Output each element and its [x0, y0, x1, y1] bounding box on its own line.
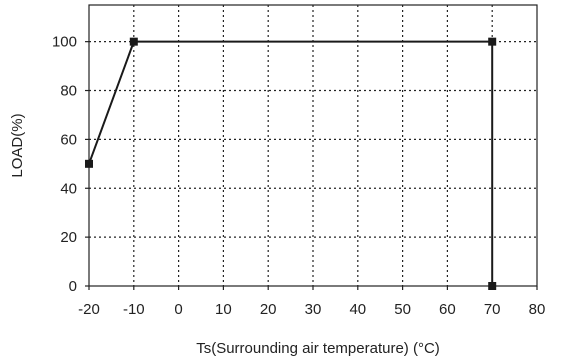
tick-labels: -20 -10 0 10 20 30 40 50 60 70 80 0 20 40 60 80 100 — [52, 34, 545, 318]
y-tick-label: 80 — [60, 83, 77, 100]
series — [85, 37, 497, 290]
x-tick-label: 30 — [305, 301, 322, 318]
data-point-marker — [488, 37, 497, 46]
y-tick-label: 0 — [69, 278, 77, 295]
x-axis-title: Ts(Surrounding air temperature) (°C) — [196, 340, 440, 357]
x-tick-label: 80 — [529, 301, 546, 318]
y-tick-label: 40 — [60, 180, 77, 197]
x-tick-label: 50 — [394, 301, 411, 318]
x-tick-label: 20 — [260, 301, 277, 318]
y-tick-label: 100 — [52, 34, 77, 51]
x-tick-label: 40 — [349, 301, 366, 318]
x-tick-label: -20 — [78, 301, 100, 318]
data-point-marker — [129, 37, 138, 46]
y-tick-label: 20 — [60, 229, 77, 246]
data-point-marker — [85, 159, 93, 168]
x-tick-label: 60 — [439, 301, 456, 318]
y-tick-label: 60 — [60, 131, 77, 148]
x-tick-label: 0 — [174, 301, 182, 318]
grid — [89, 5, 537, 286]
series-line — [88, 40, 494, 286]
x-tick-label: -10 — [123, 301, 145, 318]
x-tick-label: 10 — [215, 301, 232, 318]
axis-ticks — [85, 41, 538, 290]
x-tick-label: 70 — [484, 301, 501, 318]
data-point-marker — [488, 282, 497, 290]
y-axis-title: LOAD(%) — [9, 113, 26, 177]
